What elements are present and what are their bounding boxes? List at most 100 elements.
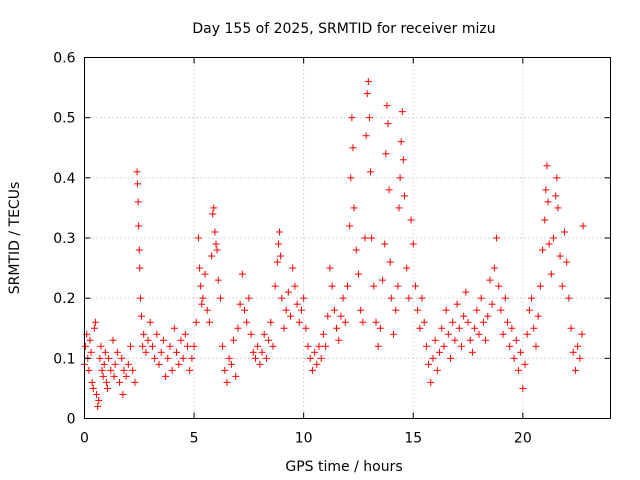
data-point [547, 270, 555, 278]
data-point [556, 252, 564, 260]
data-point [282, 306, 290, 314]
data-point [440, 342, 448, 350]
data-point [105, 354, 113, 362]
data-point [337, 312, 345, 320]
data-point [330, 306, 338, 314]
data-point [550, 234, 558, 242]
data-point [352, 246, 360, 254]
data-point [447, 354, 455, 362]
data-point [159, 336, 167, 344]
data-point [333, 324, 341, 332]
data-point [91, 318, 99, 326]
data-point [247, 330, 255, 338]
data-point [431, 336, 439, 344]
tick-labels: 0 0.1 0.2 0.3 0.4 0.5 0.6 0 5 10 15 20 [53, 51, 532, 447]
data-point [179, 354, 187, 362]
data-point [539, 246, 547, 254]
data-point [477, 294, 485, 302]
data-point [274, 240, 282, 248]
data-point [89, 384, 97, 392]
x-tick-label: 20 [514, 431, 532, 447]
data-point [427, 378, 435, 386]
data-point [387, 294, 395, 302]
data-point [127, 342, 135, 350]
data-point [407, 216, 415, 224]
data-point [276, 228, 284, 236]
data-point [273, 258, 281, 266]
data-point [293, 300, 301, 308]
data-point [409, 240, 417, 248]
data-point [326, 264, 334, 272]
data-point [192, 318, 200, 326]
data-point [433, 366, 441, 374]
data-point [95, 396, 103, 404]
data-point [567, 324, 575, 332]
data-point [350, 204, 358, 212]
data-point [493, 234, 501, 242]
data-point [287, 312, 295, 320]
data-point [579, 222, 587, 230]
data-point [552, 192, 560, 200]
data-point [85, 366, 93, 374]
data-point [265, 336, 273, 344]
data-point [403, 264, 411, 272]
data-point [365, 114, 373, 122]
y-tick-label: 0.2 [53, 291, 75, 307]
data-point [198, 300, 206, 308]
data-point [532, 342, 540, 350]
data-point [124, 360, 132, 368]
data-point [346, 222, 354, 230]
data-point [194, 234, 202, 242]
data-point [137, 312, 145, 320]
data-point [451, 336, 459, 344]
data-point [479, 318, 487, 326]
x-tick-label: 15 [404, 431, 422, 447]
data-point [390, 330, 398, 338]
data-point [166, 342, 174, 350]
data-point [357, 306, 365, 314]
data-point [359, 318, 367, 326]
data-point [136, 264, 144, 272]
data-point [300, 294, 308, 302]
data-point [119, 390, 127, 398]
data-point [168, 366, 176, 374]
data-point [107, 366, 115, 374]
data-point [148, 342, 156, 350]
data-point [120, 366, 128, 374]
data-point [399, 156, 407, 164]
y-tick-label: 0.3 [53, 231, 75, 247]
data-point [315, 342, 323, 350]
data-point [133, 168, 141, 176]
data-point [230, 336, 238, 344]
data-point [88, 378, 96, 386]
data-point [471, 324, 479, 332]
data-point [256, 360, 264, 368]
data-point [214, 276, 222, 284]
data-point [110, 372, 118, 380]
data-point [201, 270, 209, 278]
data-point [271, 282, 279, 290]
data-point [543, 162, 551, 170]
data-point [473, 306, 481, 314]
data-point [93, 390, 101, 398]
data-point [553, 174, 561, 182]
data-point [425, 360, 433, 368]
y-tick-label: 0.1 [53, 351, 75, 367]
data-point [528, 294, 536, 302]
data-point [381, 240, 389, 248]
data-point [510, 354, 518, 362]
data-point [490, 264, 498, 272]
plot-frame [84, 57, 611, 419]
data-point [302, 324, 310, 332]
data-point [384, 120, 392, 128]
grid-lines [84, 57, 611, 419]
data-point [212, 240, 220, 248]
chart-title: Day 155 of 2025, SRMTID for receiver miz… [192, 21, 495, 37]
data-point [111, 360, 119, 368]
data-point [503, 318, 511, 326]
data-point [495, 282, 503, 290]
data-point [155, 360, 163, 368]
data-point [129, 366, 137, 374]
data-point [370, 282, 378, 290]
